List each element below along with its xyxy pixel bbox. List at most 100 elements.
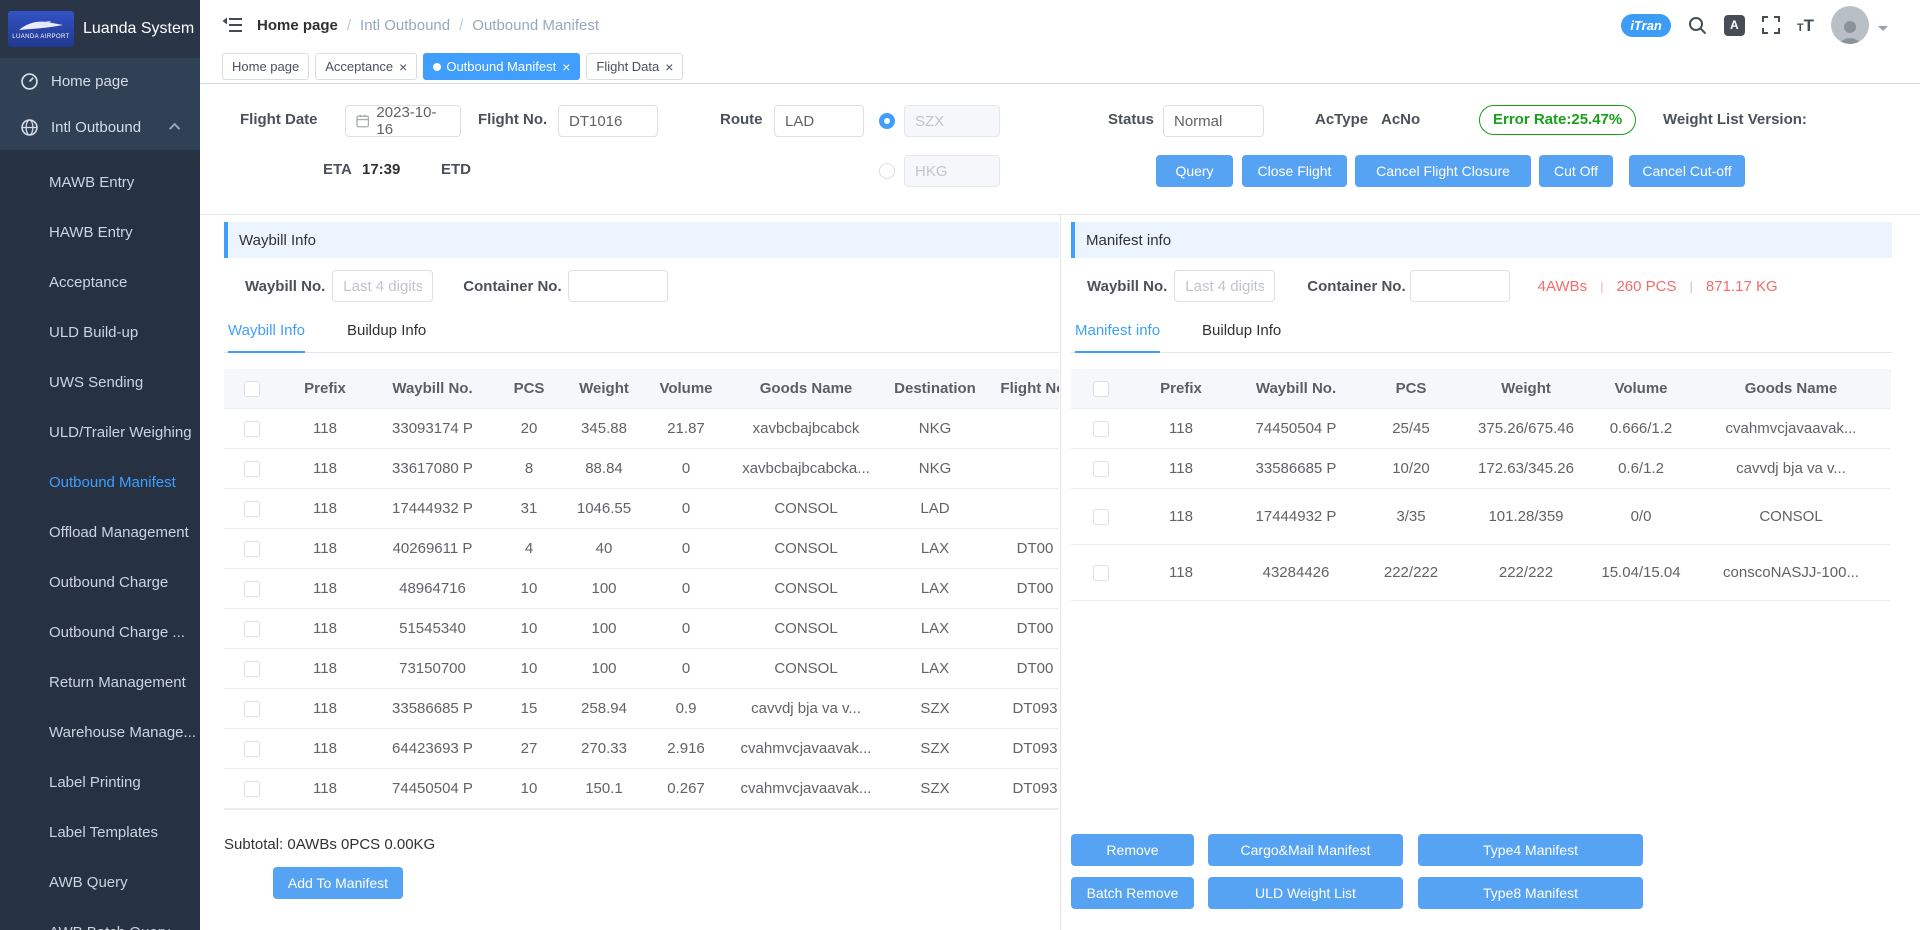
flight-date-input[interactable]: 2023-10-16 bbox=[345, 105, 461, 137]
row-checkbox[interactable] bbox=[244, 661, 260, 677]
table-cell: xavbcbajbcabck bbox=[727, 420, 885, 437]
stat-separator: | bbox=[1690, 279, 1693, 294]
select-all-checkbox[interactable] bbox=[244, 381, 260, 397]
add-to-manifest-button[interactable]: Add To Manifest bbox=[273, 867, 403, 899]
flight-no-input[interactable] bbox=[558, 105, 658, 137]
sidebar-item-intl-outbound[interactable]: Intl Outbound bbox=[0, 104, 200, 150]
page-tab-home-page[interactable]: Home page bbox=[222, 53, 309, 80]
container-no-input[interactable] bbox=[568, 270, 668, 302]
checkbox-cell bbox=[1071, 420, 1131, 437]
page-tab-flight-data[interactable]: Flight Data× bbox=[586, 53, 683, 80]
page-tab-acceptance[interactable]: Acceptance× bbox=[315, 53, 417, 80]
cargo-mail-manifest-button[interactable]: Cargo&Mail Manifest bbox=[1208, 834, 1403, 866]
sidebar-item-label: Home page bbox=[51, 73, 129, 90]
tab-manifest-info[interactable]: Manifest info bbox=[1075, 322, 1160, 353]
table-cell: 118 bbox=[1131, 460, 1231, 477]
checkbox-cell bbox=[224, 500, 280, 517]
sidebar-item-mawb-entry[interactable]: MAWB Entry bbox=[0, 158, 200, 208]
close-flight-button[interactable]: Close Flight bbox=[1242, 155, 1347, 187]
sidebar-item-label-printing[interactable]: Label Printing bbox=[0, 758, 200, 808]
route-origin-input[interactable] bbox=[774, 105, 864, 137]
status-input[interactable] bbox=[1163, 105, 1264, 137]
sidebar-item-offload-management[interactable]: Offload Management bbox=[0, 508, 200, 558]
waybill-no-input[interactable] bbox=[332, 270, 433, 302]
uld-weight-list-button[interactable]: ULD Weight List bbox=[1208, 877, 1403, 909]
row-checkbox[interactable] bbox=[244, 621, 260, 637]
sidebar-item-outbound-charge[interactable]: Outbound Charge bbox=[0, 558, 200, 608]
route-leg2-radio[interactable] bbox=[879, 163, 895, 179]
sidebar-item-uld-trailer-weighing[interactable]: ULD/Trailer Weighing bbox=[0, 408, 200, 458]
tab-buildup-info[interactable]: Buildup Info bbox=[347, 322, 426, 352]
status-label: Status bbox=[1108, 112, 1154, 128]
avatar[interactable] bbox=[1831, 6, 1869, 44]
close-icon[interactable]: × bbox=[399, 60, 407, 74]
sidebar-item-uws-sending[interactable]: UWS Sending bbox=[0, 358, 200, 408]
route-leg1-input[interactable] bbox=[904, 105, 1000, 137]
chevron-down-icon[interactable] bbox=[1878, 26, 1888, 36]
manifest-container-no-input[interactable] bbox=[1410, 270, 1510, 302]
remove-button[interactable]: Remove bbox=[1071, 834, 1194, 866]
table-row: 11864423693 P27270.332.916cvahmvcjavaava… bbox=[224, 729, 1059, 769]
cut-off-button[interactable]: Cut Off bbox=[1539, 155, 1613, 187]
sidebar-item-outbound-charge-[interactable]: Outbound Charge ... bbox=[0, 608, 200, 658]
checkbox-cell bbox=[1071, 564, 1131, 581]
row-checkbox[interactable] bbox=[244, 541, 260, 557]
sidebar-item-home-page[interactable]: Home page bbox=[0, 58, 200, 104]
sidebar-item-label-templates[interactable]: Label Templates bbox=[0, 808, 200, 858]
type4-manifest-button[interactable]: Type4 Manifest bbox=[1418, 834, 1643, 866]
row-checkbox[interactable] bbox=[1093, 421, 1109, 437]
row-checkbox[interactable] bbox=[1093, 461, 1109, 477]
table-cell: 3/35 bbox=[1361, 508, 1461, 525]
route-leg1-radio[interactable] bbox=[879, 113, 895, 129]
itran-badge[interactable]: iTran bbox=[1621, 14, 1671, 37]
table-row: 11833093174 P20345.8821.87xavbcbajbcabck… bbox=[224, 409, 1059, 449]
row-checkbox[interactable] bbox=[1093, 509, 1109, 525]
query-button[interactable]: Query bbox=[1156, 155, 1233, 187]
table-cell: LAX bbox=[885, 660, 985, 677]
batch-remove-button[interactable]: Batch Remove bbox=[1071, 877, 1194, 909]
row-checkbox[interactable] bbox=[244, 701, 260, 717]
select-all-checkbox[interactable] bbox=[1093, 381, 1109, 397]
table-row: 11874450504 P25/45375.26/675.460.666/1.2… bbox=[1071, 409, 1891, 449]
tab-manifest-buildup-info[interactable]: Buildup Info bbox=[1202, 322, 1281, 352]
cancel-cut-off-button[interactable]: Cancel Cut-off bbox=[1629, 155, 1745, 187]
row-checkbox[interactable] bbox=[244, 461, 260, 477]
table-cell: cavvdj bja va v... bbox=[1691, 460, 1891, 477]
sidebar-item-hawb-entry[interactable]: HAWB Entry bbox=[0, 208, 200, 258]
sidebar-item-uld-build-up[interactable]: ULD Build-up bbox=[0, 308, 200, 358]
breadcrumb-item[interactable]: Home page bbox=[257, 17, 338, 34]
route-leg2-input[interactable] bbox=[904, 155, 1000, 187]
table-cell: 33617080 P bbox=[370, 460, 495, 477]
search-icon[interactable] bbox=[1688, 16, 1707, 35]
sidebar-item-outbound-manifest[interactable]: Outbound Manifest bbox=[0, 458, 200, 508]
sidebar-item-return-management[interactable]: Return Management bbox=[0, 658, 200, 708]
sidebar-item-acceptance[interactable]: Acceptance bbox=[0, 258, 200, 308]
close-icon[interactable]: × bbox=[562, 60, 570, 74]
table-row: 11848964716101000CONSOLLAXDT00 bbox=[224, 569, 1059, 609]
breadcrumb-item[interactable]: Outbound Manifest bbox=[472, 17, 599, 34]
tab-waybill-info[interactable]: Waybill Info bbox=[228, 322, 305, 353]
row-checkbox[interactable] bbox=[1093, 565, 1109, 581]
row-checkbox[interactable] bbox=[244, 581, 260, 597]
row-checkbox[interactable] bbox=[244, 421, 260, 437]
sidebar-item-warehouse-manage-[interactable]: Warehouse Manage... bbox=[0, 708, 200, 758]
sidebar-item-awb-query[interactable]: AWB Query bbox=[0, 858, 200, 908]
table-cell: 17444932 P bbox=[370, 500, 495, 517]
fullscreen-icon[interactable] bbox=[1762, 16, 1780, 34]
waybill-panel-title: Waybill Info bbox=[239, 232, 316, 249]
type8-manifest-button[interactable]: Type8 Manifest bbox=[1418, 877, 1643, 909]
sidebar-item-awb-batch-query[interactable]: AWB Batch Query bbox=[0, 908, 200, 930]
sidebar-collapse-icon[interactable] bbox=[222, 16, 242, 34]
close-icon[interactable]: × bbox=[665, 60, 673, 74]
translate-icon[interactable]: A bbox=[1724, 15, 1745, 36]
page-tab-outbound-manifest[interactable]: Outbound Manifest× bbox=[423, 53, 580, 80]
breadcrumb-item[interactable]: Intl Outbound bbox=[360, 17, 450, 34]
table-cell: CONSOL bbox=[1691, 508, 1891, 525]
row-checkbox[interactable] bbox=[244, 741, 260, 757]
row-checkbox[interactable] bbox=[244, 781, 260, 797]
row-checkbox[interactable] bbox=[244, 501, 260, 517]
cancel-flight-closure-button[interactable]: Cancel Flight Closure bbox=[1355, 155, 1531, 187]
column-header: Volume bbox=[645, 380, 727, 397]
manifest-waybill-no-input[interactable] bbox=[1174, 270, 1275, 302]
font-size-icon[interactable]: TT bbox=[1797, 17, 1814, 34]
